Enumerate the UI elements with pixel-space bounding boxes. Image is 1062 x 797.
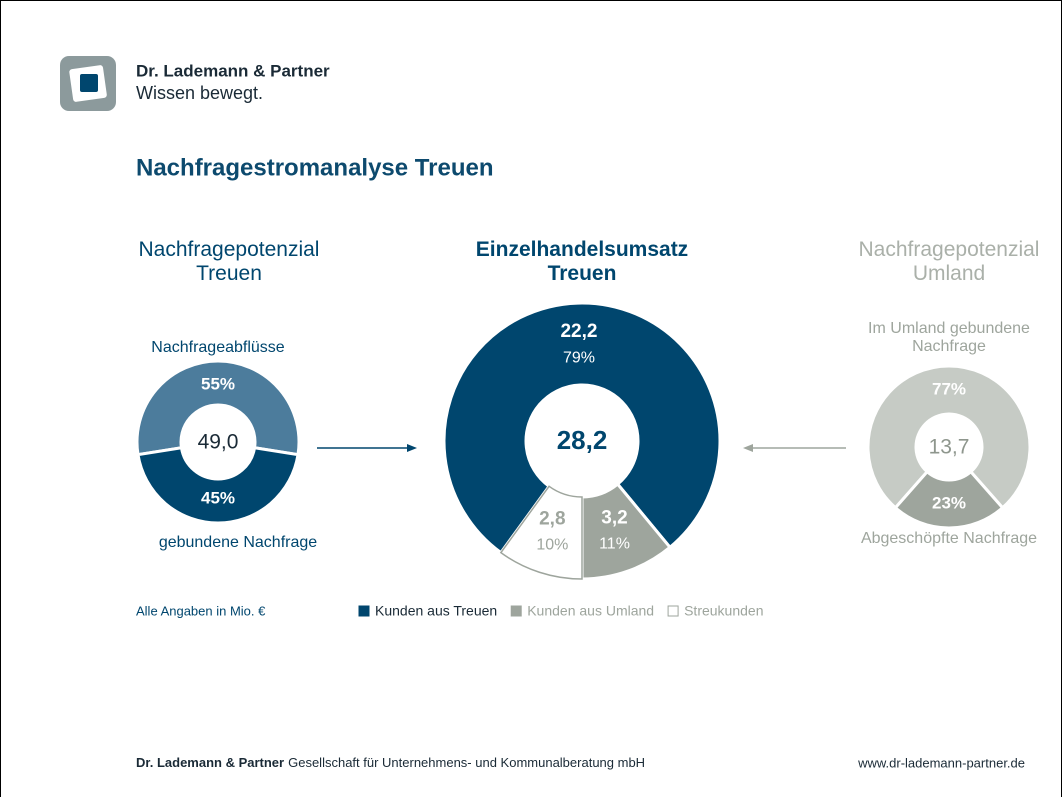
legend-swatch (667, 605, 679, 617)
donut-center: 49,0 (198, 431, 239, 454)
value-label: 79% (563, 349, 595, 366)
legend-label: Kunden aus Treuen (375, 603, 497, 619)
legend-swatch (510, 605, 522, 617)
legend-label: Kunden aus Umland (527, 603, 654, 619)
arrow-right (743, 444, 846, 452)
amount-label: 2,8 (539, 508, 565, 529)
category-label: gebundene Nachfrage (158, 534, 318, 551)
pie-segment (136, 446, 300, 525)
amount-label: 3,2 (601, 507, 627, 528)
donut-title: Nachfragepotenzial Umland (858, 238, 1040, 286)
category-label: Nachfrageabflüsse (151, 339, 285, 356)
value-label: 45% (201, 488, 235, 507)
category-label: Abgeschöpfte Nachfrage (860, 530, 1038, 547)
footer-description: Gesellschaft für Unternehmens- und Kommu… (288, 755, 645, 770)
donut-center: 13,7 (929, 436, 970, 459)
slide-title: Nachfragestromanalyse Treuen (136, 154, 493, 181)
legend-swatch (358, 605, 370, 617)
value-label: 10% (536, 537, 568, 554)
pie-segment (893, 469, 1005, 530)
footer-company: Dr. Lademann & Partner (136, 755, 284, 770)
value-label: 23% (932, 493, 966, 512)
footer-url: www.dr-lademann-partner.de (857, 755, 1025, 770)
note: Alle Angaben in Mio. € (136, 603, 266, 618)
donut-title: Einzelhandelsumsatz Treuen (475, 238, 689, 286)
donut-title: Nachfragepotenzial Treuen (138, 238, 320, 286)
legend-label: Streukunden (684, 603, 763, 619)
footer: Dr. Lademann & Partner Gesellschaft für U… (136, 755, 645, 770)
pie-segment (442, 301, 722, 555)
category-label: Im Umland gebundene Nachfrage (868, 320, 1030, 356)
tagline: Wissen bewegt. (136, 83, 263, 103)
logo (60, 56, 116, 111)
value-label: 77% (932, 379, 966, 398)
brand: Dr. Lademann & Partner (136, 61, 330, 80)
pie-segment (866, 364, 1032, 510)
amount-label: 22,2 (560, 321, 597, 342)
value-label: 55% (201, 374, 235, 393)
arrow-left (317, 444, 417, 452)
value-label: 11% (599, 536, 630, 553)
pie-segment (135, 359, 301, 457)
pie-segment (499, 485, 583, 580)
donut-center: 28,2 (557, 425, 608, 455)
